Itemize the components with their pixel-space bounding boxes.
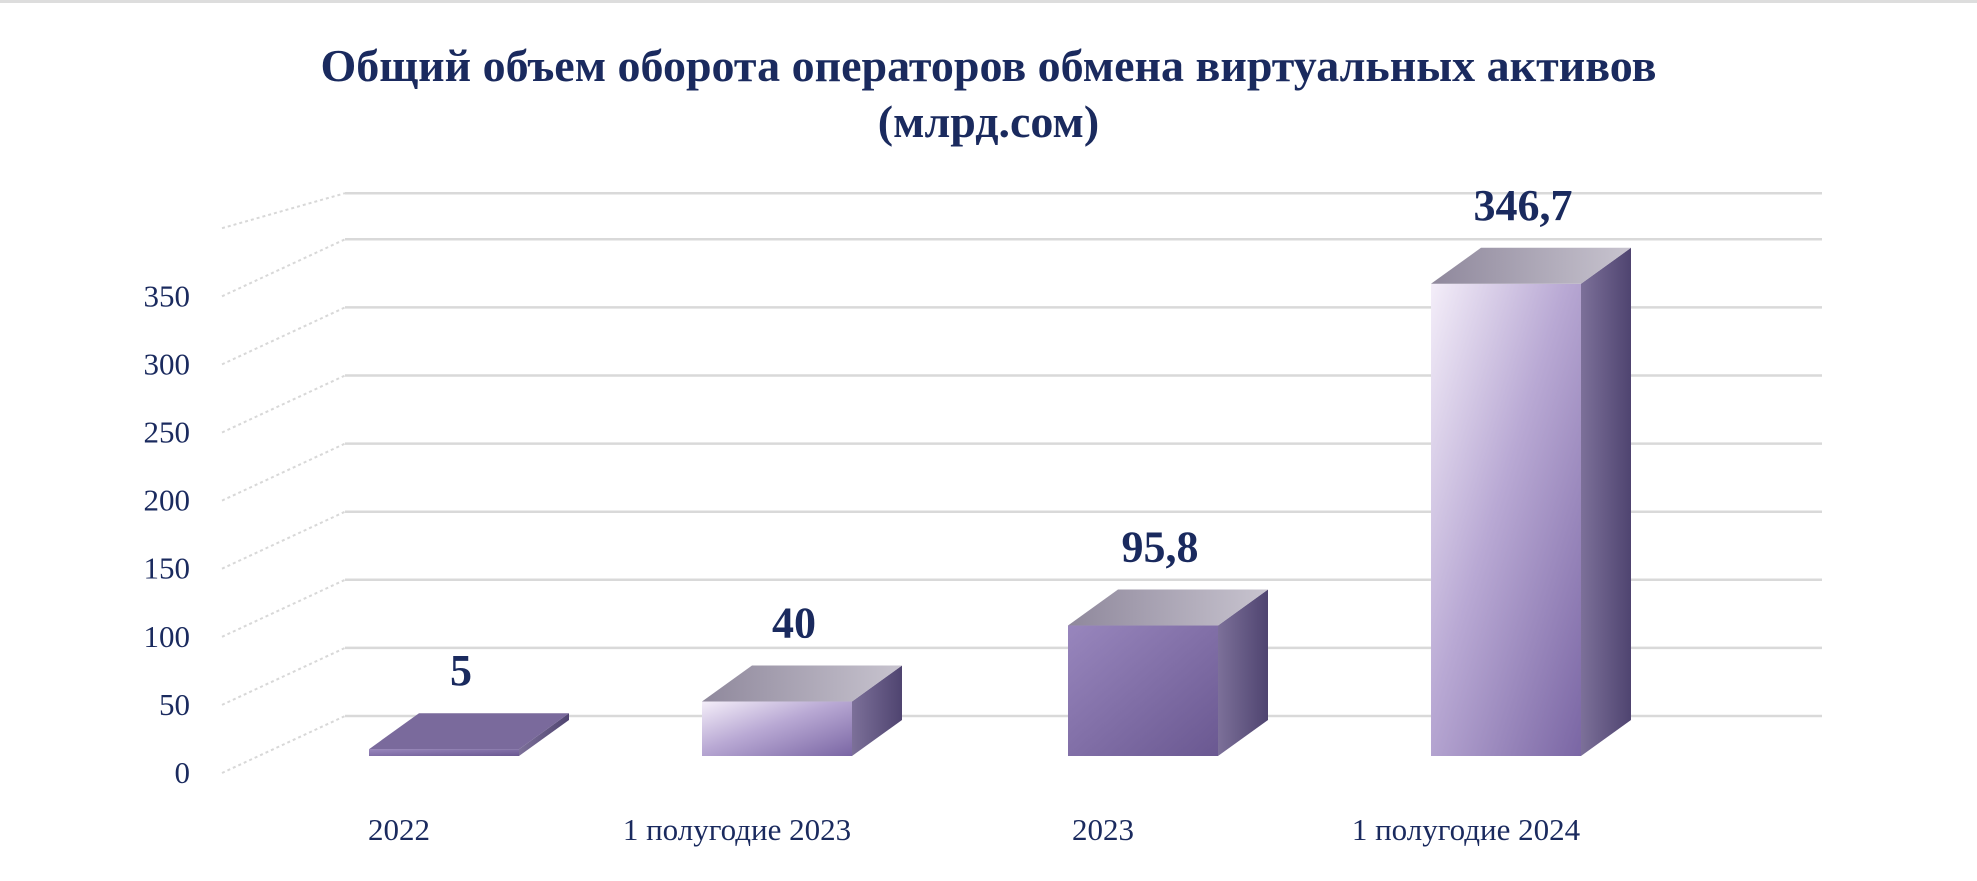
- x-tick-label: 2023: [1072, 812, 1134, 847]
- grid-diagonal: [221, 578, 346, 638]
- bar: [1431, 247, 1631, 756]
- bar-top: [702, 665, 902, 702]
- bar-top: [1431, 247, 1631, 284]
- y-tick-label: 200: [144, 483, 191, 518]
- x-tick-label: 2022: [368, 812, 430, 847]
- grid-diagonal: [221, 306, 346, 366]
- y-tick-label: 50: [159, 687, 190, 722]
- grid-diagonal: [221, 238, 346, 298]
- data-label: 346,7: [1474, 181, 1573, 230]
- grid-diagonal: [221, 374, 346, 434]
- grid-diagonal: [221, 715, 346, 774]
- bar-side: [852, 665, 902, 756]
- x-axis-ticks: 2022 1 полугодие 2023 2023 1 полугодие 2024: [368, 812, 1581, 847]
- y-tick-label: 0: [175, 755, 191, 790]
- bar-front: [1068, 625, 1218, 756]
- y-tick-label: 350: [144, 278, 191, 313]
- bar-top: [369, 713, 569, 750]
- y-tick-label: 150: [144, 551, 191, 586]
- grid-diagonal: [221, 442, 346, 502]
- bar-side: [519, 713, 569, 756]
- bar-front: [369, 749, 519, 756]
- grid-diagonal: [221, 510, 346, 570]
- data-label: 95,8: [1122, 523, 1199, 572]
- x-tick-label: 1 полугодие 2023: [623, 812, 851, 847]
- chart-title-line1: Общий объем оборота операторов обмена ви…: [320, 40, 1657, 91]
- data-labels: 5 40 95,8 346,7: [450, 181, 1573, 695]
- bar-front: [1431, 283, 1581, 756]
- bar: [369, 713, 569, 756]
- data-label: 5: [450, 646, 472, 695]
- grid-diagonal: [221, 192, 346, 230]
- chart-title: Общий объем оборота операторов обмена ви…: [0, 38, 1977, 150]
- grid-diagonal: [221, 646, 346, 706]
- y-tick-label: 250: [144, 415, 191, 450]
- chart-title-line2: (млрд.сом): [877, 96, 1100, 147]
- y-axis-ticks: 0 50 100 150 200 250 300 350: [144, 278, 191, 790]
- bar-side: [1218, 589, 1268, 756]
- bars: [369, 247, 1631, 756]
- y-tick-label: 100: [144, 619, 191, 654]
- bar-top: [1068, 589, 1268, 626]
- x-tick-label: 1 полугодие 2024: [1352, 812, 1581, 847]
- bar: [702, 665, 902, 756]
- y-tick-label: 300: [144, 346, 191, 381]
- data-label: 40: [772, 599, 816, 648]
- bar-side: [1581, 247, 1631, 756]
- bar-front: [702, 701, 852, 756]
- top-divider: [0, 0, 1977, 3]
- bar: [1068, 589, 1268, 756]
